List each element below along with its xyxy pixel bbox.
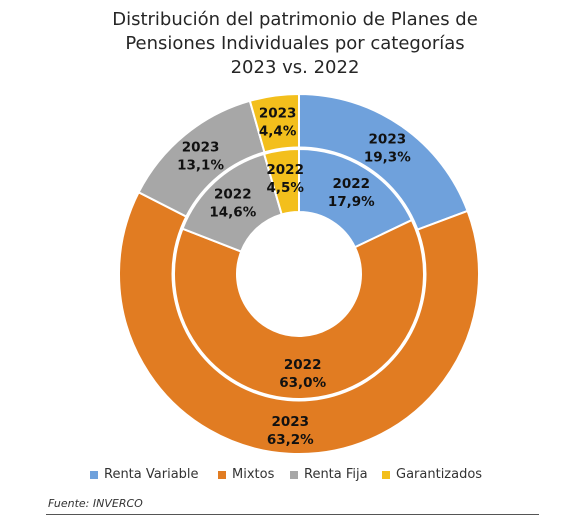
legend-swatch-garantizados [382,470,390,479]
data-label-2022-renta-variable: 2022 17,9% [328,176,375,210]
legend-swatch-renta-fija [290,470,298,479]
data-label-2022-mixtos: 2022 63,0% [279,357,326,391]
legend-item-renta-variable: Renta Variable [90,467,199,482]
ring-separator-1 [171,146,427,402]
legend-item-mixtos: Mixtos [218,467,274,482]
chart-legend: Renta Variable Mixtos Renta Fija Garanti… [0,467,566,485]
source-divider [46,514,539,515]
legend-swatch-mixtos [218,470,226,479]
legend-swatch-renta-variable [90,470,98,479]
data-label-2022-garantizados: 2022 4,5% [266,162,304,196]
data-label-2023-garantizados: 2023 4,4% [259,105,297,139]
chart-title-line-1: Distribución del patrimonio de Planes de [112,9,478,30]
legend-label-garantizados: Garantizados [396,467,483,482]
chart-title-line-3: 2023 vs. 2022 [230,57,360,78]
data-label-2023-renta-fija: 2023 13,1% [177,139,224,173]
chart-title: Distribución del patrimonio de Planes de… [0,8,566,80]
legend-label-mixtos: Mixtos [232,467,275,482]
data-label-2023-renta-variable: 2023 19,3% [364,132,411,166]
data-label-2022-renta-fija: 2022 14,6% [209,187,256,221]
legend-label-renta-fija: Renta Fija [304,467,368,482]
legend-item-garantizados: Garantizados [382,467,482,482]
legend-item-renta-fija: Renta Fija [290,467,368,482]
legend-label-renta-variable: Renta Variable [104,467,199,482]
chart-title-line-2: Pensiones Individuales por categorías [125,33,465,54]
data-label-2023-mixtos: 2023 63,2% [267,414,314,448]
source-note: Fuente: INVERCO [48,497,143,510]
